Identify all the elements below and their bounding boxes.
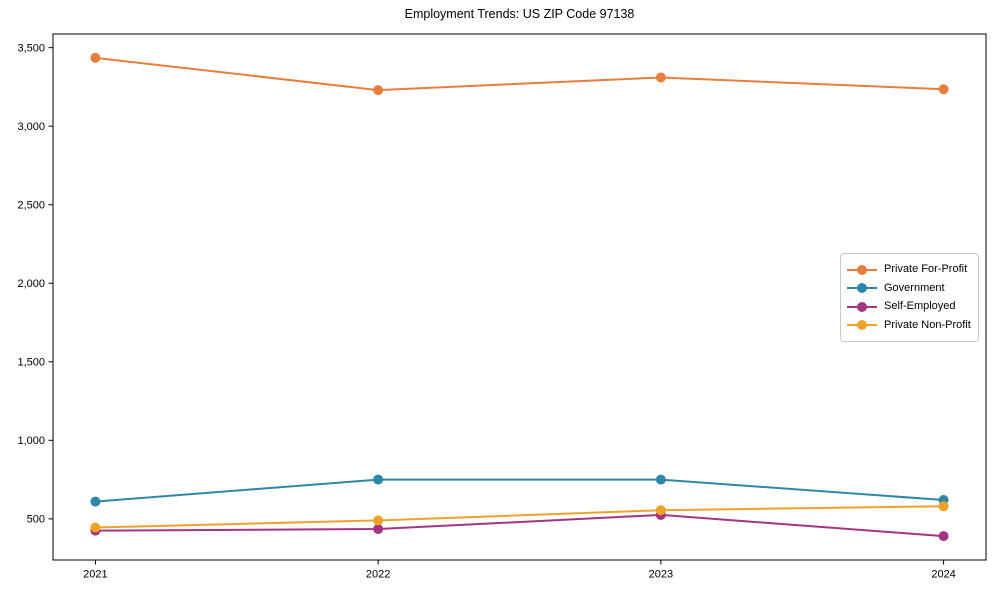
data-point [655, 72, 666, 83]
x-tick-label: 2022 [366, 569, 390, 581]
series-line-private-non-profit [94, 505, 945, 529]
data-point [938, 84, 949, 95]
legend-item-private-for-profit: Private For-Profit [847, 264, 972, 275]
data-point [90, 522, 101, 533]
y-tick-label: 3,500 [17, 42, 45, 54]
legend-label: Government [884, 281, 945, 294]
data-point [938, 531, 949, 542]
y-tick-label: 2,000 [17, 278, 45, 290]
legend-label: Self-Employed [884, 300, 956, 313]
data-point [90, 52, 101, 63]
data-point [90, 496, 101, 507]
chart-title: Employment Trends: US ZIP Code 97138 [404, 7, 635, 21]
legend-label: Private For-Profit [884, 263, 968, 276]
plot-border [52, 33, 987, 561]
data-point [373, 85, 384, 96]
legend-line-marker-icon [847, 283, 877, 294]
data-point [938, 501, 949, 512]
series-line-private-for-profit [94, 56, 945, 92]
legend-item-private-non-profit: Private Non-Profit [847, 318, 972, 331]
legend-item-government: Government [847, 281, 972, 294]
y-tick-label: 500 [27, 514, 45, 526]
legend-line-marker-icon [847, 320, 877, 331]
y-tick-label: 3,000 [17, 121, 45, 133]
x-tick-label: 2024 [931, 569, 955, 581]
y-tick-label: 1,000 [17, 435, 45, 447]
series-line-self-employed [94, 513, 945, 538]
y-tick-label: 2,500 [17, 200, 45, 212]
legend-item-self-employed: Self-Employed [847, 301, 972, 312]
data-point [655, 474, 666, 485]
legend-label: Private Non-Profit [884, 318, 971, 331]
data-point [373, 474, 384, 485]
y-tick-label: 1,500 [17, 357, 45, 369]
legend-line-marker-icon [847, 264, 877, 275]
data-point [373, 524, 384, 535]
legend: Private For-Profit Government Self-Emplo… [840, 253, 979, 342]
series-line-government [94, 478, 945, 503]
data-point [655, 505, 666, 516]
data-point [373, 515, 384, 526]
x-tick-label: 2021 [83, 569, 107, 581]
x-tick-label: 2023 [649, 569, 673, 581]
legend-line-marker-icon [847, 301, 877, 312]
